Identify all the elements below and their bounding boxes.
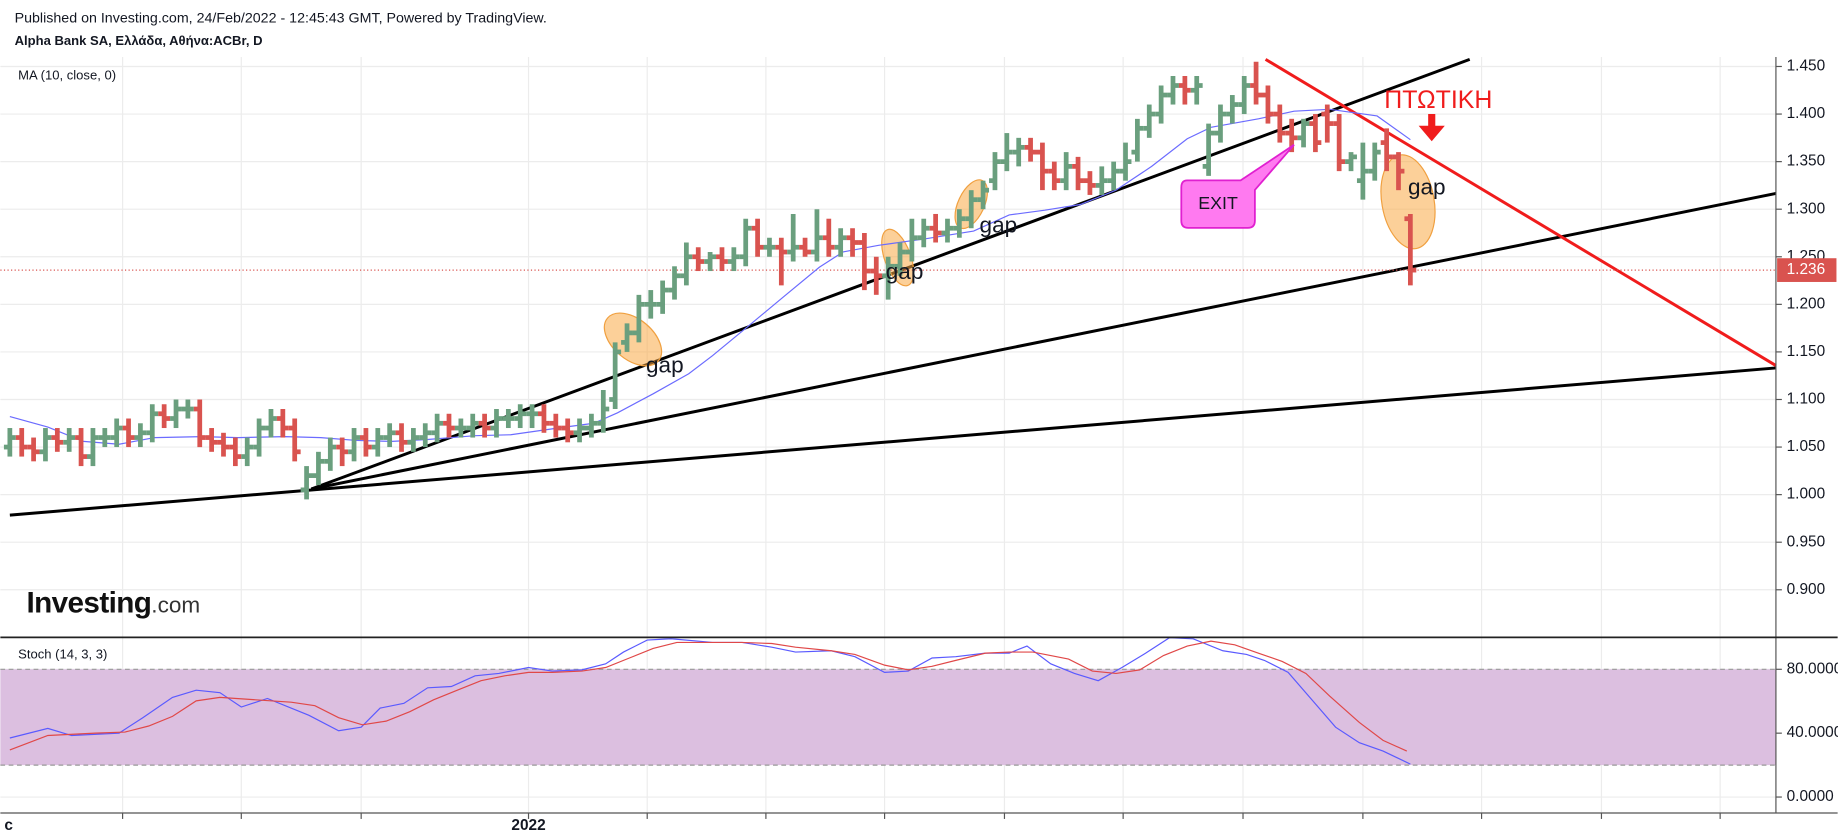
indicator-label: MA (10, close, 0) xyxy=(18,68,116,83)
last-price-tag xyxy=(1777,258,1837,282)
trend-line xyxy=(1264,58,1777,367)
x-tick-label: 2022 xyxy=(511,817,545,832)
down-arrow xyxy=(1418,113,1445,142)
x-tick-label: c xyxy=(4,817,13,832)
y-tick-label: 1.400 xyxy=(1787,105,1826,122)
y-tick-label: 1.350 xyxy=(1787,153,1826,170)
y-tick-label: 1.100 xyxy=(1787,391,1826,408)
y-tick-label: 0.950 xyxy=(1787,533,1826,550)
annotation: gap xyxy=(886,259,924,284)
y-tick-label: 1.200 xyxy=(1787,295,1826,312)
y-tick-label: 1.450 xyxy=(1787,58,1826,75)
logo: Investing.com xyxy=(26,586,200,619)
logo-suffix: .com xyxy=(151,592,200,617)
line-series xyxy=(9,108,1411,445)
stoch-label: Stoch (14, 3, 3) xyxy=(18,647,107,662)
trend-line xyxy=(311,192,1777,491)
y-tick-label: 40.0000 xyxy=(1787,724,1838,741)
y-tick-label: 1.150 xyxy=(1787,343,1826,360)
y-tick-label: 0.0000 xyxy=(1787,788,1834,805)
marks xyxy=(0,61,1776,765)
y-tick-label: 1.000 xyxy=(1787,486,1826,503)
annotation: gap xyxy=(646,353,684,378)
annotation: gap xyxy=(1408,175,1446,200)
y-tick-label: 1.300 xyxy=(1787,200,1826,217)
band-layer xyxy=(0,668,1776,766)
y-tick-label: 80.0000 xyxy=(1787,660,1838,677)
y-tick-label: 0.900 xyxy=(1787,581,1826,598)
y-tick-label: 1.050 xyxy=(1787,438,1826,455)
annotation: ΠΤΩΤΙΚΗ xyxy=(1384,86,1492,114)
annotation: EXIT xyxy=(1198,193,1238,213)
annotation: gap xyxy=(980,213,1018,238)
axes: 0.9000.9501.0001.0501.1001.1501.2001.250… xyxy=(4,58,1838,832)
logo-main: Investing xyxy=(26,586,151,619)
published-note: Published on Investing.com, 24/Feb/2022 … xyxy=(15,11,547,27)
line-series xyxy=(9,640,1408,752)
symbol-title: Alpha Bank SA, Ελλάδα, Αθήνα:ACBr, D xyxy=(15,33,263,48)
last-price-label: 1.236 xyxy=(1787,261,1826,278)
exit-callout xyxy=(1180,144,1295,229)
band xyxy=(0,669,1776,766)
